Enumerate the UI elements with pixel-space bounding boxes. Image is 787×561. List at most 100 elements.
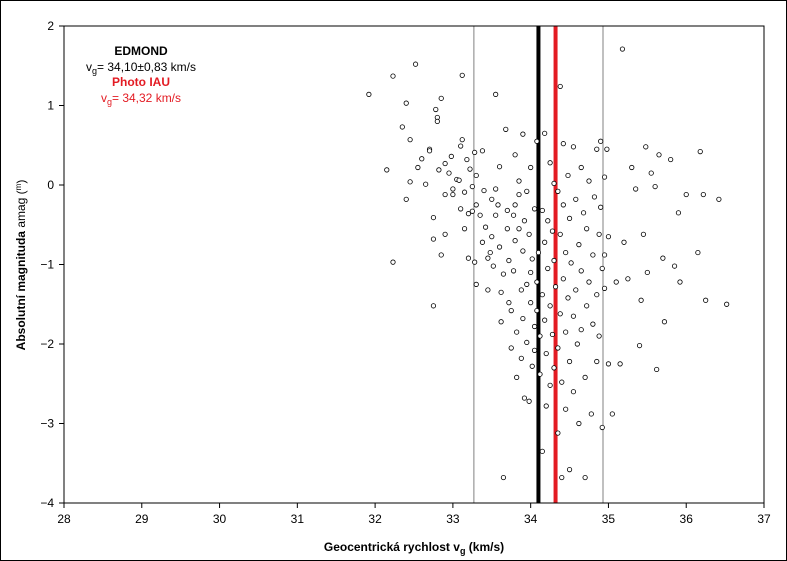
- data-point: [366, 91, 372, 97]
- data-point: [547, 382, 553, 388]
- data-point: [675, 210, 682, 216]
- data-point: [599, 424, 605, 431]
- data-point: [578, 327, 584, 333]
- data-point: [442, 231, 448, 237]
- data-point: [591, 194, 598, 200]
- data-point: [578, 268, 584, 274]
- data-point: [528, 300, 534, 306]
- data-point: [390, 73, 396, 79]
- data-point: [450, 186, 456, 192]
- data-point: [521, 218, 528, 224]
- data-point: [551, 365, 557, 371]
- y-tick-label: 2: [47, 19, 54, 33]
- data-point: [570, 389, 577, 395]
- data-point: [563, 249, 569, 256]
- data-point: [613, 279, 619, 285]
- data-point: [656, 152, 662, 158]
- data-point: [390, 259, 396, 265]
- data-point: [594, 292, 600, 298]
- data-point: [557, 83, 563, 90]
- data-point: [473, 202, 479, 208]
- data-point: [514, 374, 520, 380]
- data-point: [677, 279, 683, 285]
- data-point: [529, 363, 535, 369]
- data-point: [446, 170, 452, 176]
- data-point: [479, 239, 486, 245]
- data-point: [403, 100, 409, 106]
- x-tick-label: 32: [368, 512, 382, 526]
- data-point: [504, 207, 510, 214]
- data-point: [520, 248, 526, 254]
- data-point: [531, 347, 538, 353]
- data-point: [643, 144, 649, 150]
- data-point: [594, 358, 600, 365]
- data-point: [539, 207, 545, 214]
- data-point: [601, 285, 608, 291]
- data-point: [518, 287, 524, 293]
- data-point: [549, 228, 556, 234]
- data-point: [399, 124, 405, 130]
- legend-iau-title: Photo IAU: [112, 75, 170, 89]
- data-point: [472, 259, 478, 265]
- data-point: [384, 167, 390, 173]
- data-point: [559, 379, 565, 385]
- data-point: [582, 374, 588, 380]
- data-point: [520, 131, 526, 137]
- data-point: [498, 289, 504, 295]
- data-point: [498, 319, 504, 325]
- data-point: [524, 339, 530, 346]
- data-point: [528, 164, 534, 171]
- data-point: [566, 215, 573, 221]
- data-point: [671, 263, 678, 269]
- data-point: [465, 211, 472, 217]
- data-point: [697, 149, 703, 155]
- x-tick-label: 34: [524, 512, 538, 526]
- data-point: [599, 265, 605, 272]
- data-point: [552, 284, 559, 290]
- data-point: [529, 256, 535, 262]
- y-tick-label: 1: [47, 99, 54, 113]
- data-point: [640, 231, 647, 237]
- data-point: [493, 91, 499, 97]
- x-tick-label: 30: [213, 512, 227, 526]
- data-point: [485, 255, 491, 261]
- data-point: [531, 323, 538, 330]
- data-point: [542, 130, 548, 136]
- data-point: [490, 263, 496, 269]
- data-point: [598, 204, 604, 210]
- data-point: [469, 183, 475, 190]
- data-point: [570, 144, 577, 150]
- data-point: [563, 329, 569, 335]
- x-tick-label: 35: [602, 512, 616, 526]
- data-point: [557, 231, 563, 237]
- data-point: [573, 287, 579, 293]
- data-point: [456, 177, 462, 183]
- data-point: [565, 295, 571, 301]
- data-point: [520, 315, 526, 322]
- legend-edmond-value: vg= 34,10±0,83 km/s: [86, 60, 196, 76]
- y-axis-ticks: −4 −3 −2 −1 0 1 2: [40, 19, 64, 510]
- data-point: [442, 160, 448, 167]
- data-point: [465, 255, 472, 261]
- data-point: [633, 186, 639, 192]
- data-point: [419, 156, 425, 162]
- data-point: [430, 303, 437, 309]
- data-point: [493, 186, 499, 192]
- data-point: [695, 249, 701, 256]
- data-point: [469, 208, 475, 214]
- data-point: [503, 126, 509, 132]
- data-point: [555, 345, 561, 351]
- data-point: [473, 172, 479, 179]
- data-point: [531, 206, 538, 212]
- data-point: [459, 72, 465, 78]
- data-point: [518, 355, 524, 361]
- data-point: [724, 301, 730, 307]
- y-tick-label: −4: [40, 496, 54, 510]
- y-tick-label: 0: [47, 178, 54, 192]
- data-point: [542, 239, 548, 245]
- data-point: [412, 61, 419, 67]
- data-point: [601, 174, 608, 180]
- data-point: [716, 196, 722, 202]
- data-point: [543, 350, 549, 357]
- data-point: [560, 141, 566, 147]
